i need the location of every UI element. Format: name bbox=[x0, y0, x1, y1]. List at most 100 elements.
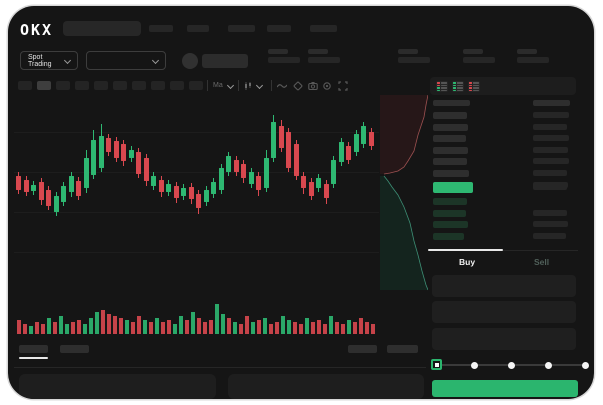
tab-sell[interactable]: Sell bbox=[534, 257, 550, 267]
candle-body bbox=[271, 122, 276, 158]
timeframe-button[interactable] bbox=[189, 81, 203, 90]
timeframe-button[interactable] bbox=[75, 81, 89, 90]
bottom-action-placeholder[interactable] bbox=[387, 345, 418, 353]
bid-price-placeholder[interactable] bbox=[433, 232, 464, 240]
volume-bar bbox=[101, 310, 105, 334]
volume-bar bbox=[275, 322, 279, 334]
bottom-tab-placeholder[interactable] bbox=[60, 345, 89, 353]
okx-logo[interactable]: OKX bbox=[20, 21, 54, 39]
nav-item-placeholder[interactable] bbox=[149, 25, 173, 32]
toolbar-divider bbox=[271, 80, 272, 91]
nav-item-placeholder[interactable] bbox=[267, 25, 291, 32]
market-stat bbox=[463, 49, 497, 63]
nav-item-placeholder[interactable] bbox=[228, 25, 255, 32]
stat-value-placeholder bbox=[517, 57, 549, 63]
timeframe-button[interactable] bbox=[18, 81, 32, 90]
stat-label-placeholder bbox=[517, 49, 537, 54]
volume-bar bbox=[89, 318, 93, 334]
volume-bar bbox=[281, 316, 285, 334]
eraser-icon[interactable] bbox=[293, 81, 303, 91]
price-input[interactable] bbox=[432, 275, 576, 297]
volume-bar bbox=[83, 324, 87, 334]
ask-price-placeholder[interactable] bbox=[433, 135, 466, 143]
last-price-amount-placeholder bbox=[533, 184, 567, 190]
nav-item-placeholder[interactable] bbox=[310, 25, 337, 32]
nav-item-placeholder[interactable] bbox=[187, 25, 209, 32]
stat-label-placeholder bbox=[463, 49, 483, 54]
orderbook-view-both-icon[interactable] bbox=[436, 81, 448, 92]
chart-type-dropdown[interactable] bbox=[244, 80, 264, 91]
gear-icon[interactable] bbox=[322, 81, 332, 91]
candle-body bbox=[16, 176, 21, 190]
candle-body bbox=[204, 190, 209, 202]
wave-indicator-icon[interactable] bbox=[277, 81, 287, 91]
tab-buy[interactable]: Buy bbox=[459, 257, 476, 267]
ask-amount-placeholder bbox=[533, 146, 568, 153]
search-input[interactable] bbox=[63, 21, 141, 36]
trading-app-window: OKX Spot Trading Ma bbox=[8, 6, 594, 399]
bottom-divider bbox=[14, 367, 426, 368]
ask-price-placeholder[interactable] bbox=[433, 158, 467, 166]
bottom-action-placeholder[interactable] bbox=[348, 345, 377, 353]
stat-label-placeholder bbox=[398, 49, 418, 54]
ask-price-placeholder[interactable] bbox=[433, 146, 468, 154]
timeframe-button[interactable] bbox=[170, 81, 184, 90]
candle-body bbox=[369, 132, 374, 146]
history-panel[interactable] bbox=[228, 374, 424, 399]
slider-step-dot[interactable] bbox=[507, 361, 515, 369]
volume-bar bbox=[335, 322, 339, 334]
timeframe-button[interactable] bbox=[113, 81, 127, 90]
bid-price-placeholder[interactable] bbox=[433, 221, 468, 229]
bid-price-placeholder[interactable] bbox=[433, 198, 467, 205]
ask-amount-placeholder bbox=[533, 123, 567, 130]
volume-bar bbox=[155, 318, 159, 334]
volume-bar bbox=[317, 320, 321, 334]
avatar[interactable] bbox=[182, 53, 198, 69]
chart-gridline bbox=[14, 132, 379, 133]
volume-bar bbox=[47, 318, 51, 334]
candle-body bbox=[136, 152, 141, 174]
ask-price-placeholder[interactable] bbox=[433, 170, 469, 177]
timeframe-button[interactable] bbox=[37, 81, 51, 90]
orderbook-view-asks-icon[interactable] bbox=[468, 81, 480, 92]
volume-bar bbox=[131, 322, 135, 334]
ask-price-placeholder[interactable] bbox=[433, 123, 468, 131]
stat-value-placeholder bbox=[463, 57, 495, 63]
buy-tab-indicator bbox=[428, 249, 503, 251]
camera-icon[interactable] bbox=[308, 81, 318, 91]
volume-bar bbox=[353, 322, 357, 334]
slider-handle[interactable] bbox=[431, 359, 442, 370]
volume-bar bbox=[35, 322, 39, 334]
ask-price-placeholder[interactable] bbox=[433, 112, 467, 119]
timeframe-button[interactable] bbox=[56, 81, 70, 90]
candle-body bbox=[234, 160, 239, 172]
timeframe-button[interactable] bbox=[94, 81, 108, 90]
volume-bar bbox=[53, 322, 57, 334]
header-action-button[interactable] bbox=[202, 54, 248, 68]
total-input[interactable] bbox=[432, 328, 576, 350]
volume-bar bbox=[257, 320, 261, 334]
pair-select-dropdown[interactable] bbox=[86, 51, 166, 70]
candle-body bbox=[24, 180, 29, 192]
volume-bar bbox=[95, 312, 99, 334]
candle-body bbox=[361, 126, 366, 144]
orders-panel[interactable] bbox=[19, 374, 216, 399]
timeframe-button[interactable] bbox=[151, 81, 165, 90]
volume-bar bbox=[251, 322, 255, 334]
slider-step-dot[interactable] bbox=[470, 361, 478, 369]
fullscreen-icon[interactable] bbox=[338, 81, 348, 91]
bottom-tab-placeholder[interactable] bbox=[19, 345, 48, 353]
volume-bar bbox=[65, 324, 69, 334]
bid-amount-placeholder bbox=[533, 221, 568, 228]
bid-price-placeholder[interactable] bbox=[433, 209, 466, 217]
amount-input[interactable] bbox=[432, 301, 576, 323]
slider-step-dot[interactable] bbox=[544, 361, 552, 369]
indicator-ma-dropdown[interactable]: Ma bbox=[213, 80, 234, 91]
slider-step-dot[interactable] bbox=[581, 361, 589, 369]
orderbook-view-bids-icon[interactable] bbox=[452, 81, 464, 92]
volume-bar bbox=[203, 322, 207, 334]
timeframe-button[interactable] bbox=[132, 81, 146, 90]
buy-submit-button[interactable] bbox=[432, 380, 578, 397]
candle-body bbox=[256, 176, 261, 190]
spot-trading-dropdown[interactable]: Spot Trading bbox=[20, 51, 78, 70]
